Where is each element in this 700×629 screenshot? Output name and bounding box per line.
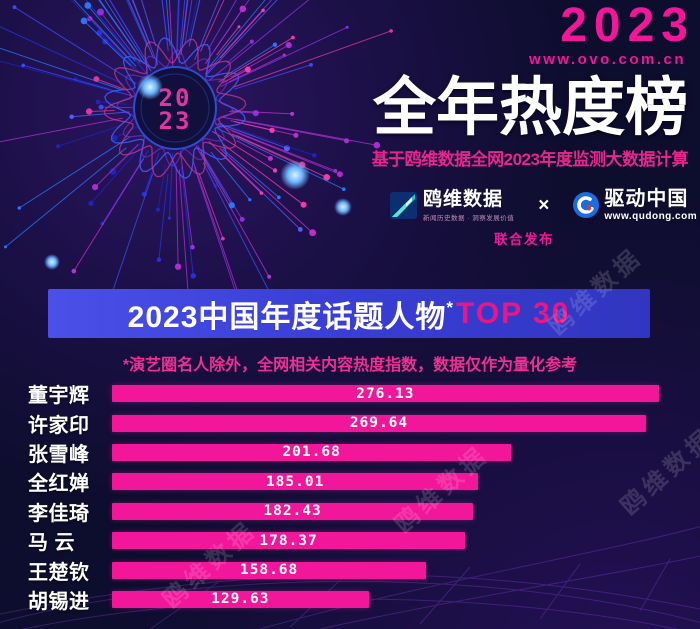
badge-year-top: 20 (159, 84, 192, 112)
heat-value: 178.37 (259, 532, 318, 549)
heat-bar: 201.68 (112, 443, 512, 461)
page-title: 全年热度榜 (373, 73, 688, 143)
chart-row: 王楚钦 158.68 (28, 555, 688, 584)
chart-row: 全红婵 185.01 (28, 467, 688, 496)
banner-title: 2023中国年度话题人物 * TOP 30 (48, 289, 650, 338)
glow-dot (137, 74, 163, 100)
glow-dot (280, 160, 310, 190)
qudong-site: www.qudong.com (604, 211, 698, 222)
note-text: *演艺圈名人除外，全网相关内容热度指数，数据仅作为量化参考 (122, 357, 578, 374)
chart-row: 马 云 178.37 (28, 526, 688, 555)
heat-bar: 185.01 (112, 473, 479, 491)
banner-title-accent: TOP 30 (456, 296, 571, 330)
heat-bar: 178.37 (112, 532, 466, 550)
banner-asterisk: * (446, 297, 455, 317)
ouwei-data-logo-icon (390, 192, 417, 219)
qudong-name: 驱动中国 (604, 188, 689, 210)
publishers-row: 鸥维数据 新闻历史数据 · 洞察发展价值 × 驱动中国 www.qudong.c… (390, 189, 697, 222)
firework-burst-graphic: 20 23 (0, 0, 393, 314)
person-name: 张雪峰 (28, 443, 90, 466)
heat-value: 269.64 (349, 415, 409, 432)
person-name: 全红婵 (28, 473, 90, 496)
qudong-logo-icon (573, 192, 600, 218)
heat-value: 276.13 (356, 385, 415, 402)
heat-bar: 276.13 (112, 385, 659, 403)
badge-year-bottom: 23 (159, 107, 192, 135)
person-name: 许家印 (28, 414, 90, 437)
chart-row: 许家印 269.64 (28, 408, 688, 437)
ouwei-name: 鸥维数据 (423, 189, 504, 210)
header: 2023 www.ovo.com.cn 全年热度榜 基于鸥维数据全网2023年度… (371, 2, 689, 170)
heat-value: 201.68 (282, 444, 341, 461)
site-url: www.ovo.com.cn (529, 51, 686, 68)
wireframe-mesh-graphic (0, 526, 700, 629)
chart-row: 李佳琦 182.43 (28, 497, 688, 526)
ouwei-tagline: 新闻历史数据 · 洞察发展价值 (423, 215, 515, 222)
subtitle: 基于鸥维数据全网2023年度监测大数据计算 (371, 150, 689, 170)
person-name: 李佳琦 (28, 502, 90, 525)
person-name: 胡锡进 (28, 590, 90, 613)
heat-value: 185.01 (265, 473, 325, 490)
heat-value: 129.63 (211, 591, 270, 608)
heat-bar: 158.68 (112, 561, 427, 579)
banner-title-main: 2023中国年度话题人物 (127, 300, 447, 334)
glow-dot (334, 198, 352, 216)
person-name: 马 云 (28, 532, 76, 555)
glow-dot (44, 254, 60, 270)
person-name: 董宇辉 (28, 385, 90, 408)
chart-row: 张雪峰 201.68 (28, 438, 688, 467)
chart-row: 董宇辉 276.13 (28, 379, 688, 408)
chart-row: 胡锡进 129.63 (28, 585, 688, 614)
heat-value: 158.68 (239, 562, 299, 579)
heat-bar: 129.63 (112, 590, 369, 608)
year-title: 2023 (560, 0, 695, 52)
heat-value: 182.43 (263, 503, 322, 520)
heat-bar: 269.64 (112, 414, 646, 432)
joint-release-label: 联合发布 (494, 232, 554, 247)
cross-icon: × (538, 195, 550, 216)
person-name: 王楚钦 (28, 561, 90, 584)
heat-bar: 182.43 (112, 502, 474, 520)
heat-bar-chart: 董宇辉 276.13 许家印 269.64 张雪峰 201.68 全红婵 185.01 李佳琦 1… (28, 379, 688, 614)
